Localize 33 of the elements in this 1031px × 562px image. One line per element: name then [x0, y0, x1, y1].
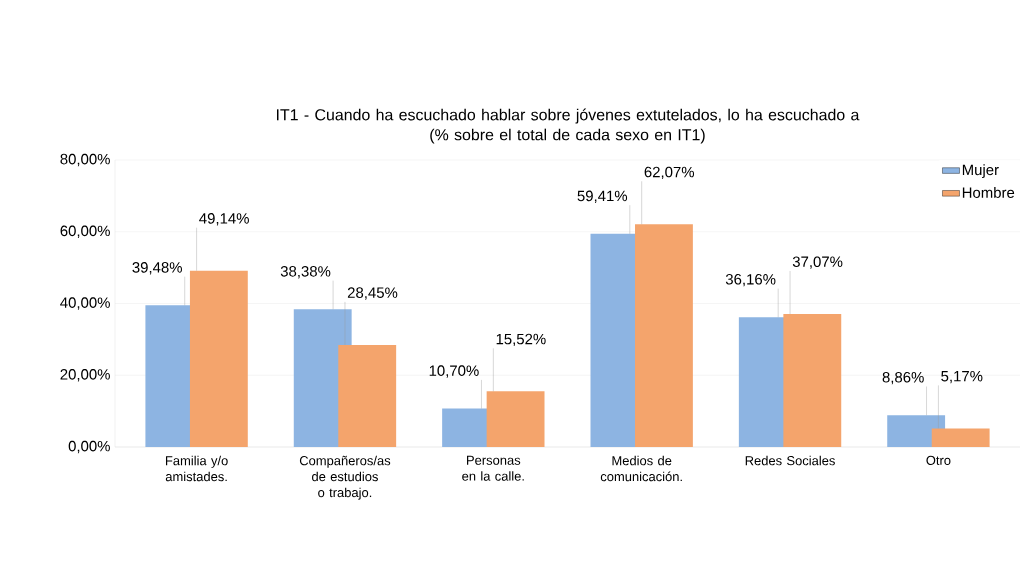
x-tick-label: Otro — [926, 455, 951, 465]
chart-subtitle: (% sobre el total de cada sexo en IT1) — [430, 128, 705, 144]
data-label: 59,41% — [577, 190, 628, 203]
x-tick-label: Medios de comunicación. — [600, 455, 682, 482]
data-label: 49,14% — [199, 213, 249, 226]
x-tick-label: Compañeros/as de estudios o trabajo. — [299, 455, 391, 500]
y-tick-label: 80,00% — [60, 153, 110, 167]
y-tick-label: 60,00% — [60, 225, 110, 238]
bar — [783, 314, 842, 447]
data-label: 8,86% — [882, 371, 924, 385]
bar — [635, 224, 693, 447]
y-tick-label: 40,00% — [60, 297, 110, 310]
data-label: 37,07% — [792, 256, 843, 269]
chart-title: IT1 - Cuando ha escuchado hablar sobre jóvenes extutelados, lo ha escuchado a — [276, 108, 860, 124]
data-label: 36,16% — [725, 274, 776, 287]
data-label: 28,45% — [347, 287, 398, 300]
data-label: 5,17% — [941, 370, 983, 384]
data-label: 39,48% — [132, 262, 182, 275]
data-label: 62,07% — [644, 166, 695, 180]
data-label: 38,38% — [280, 266, 331, 279]
legend-label: Mujer — [962, 164, 999, 179]
data-label: 10,70% — [429, 365, 479, 378]
legend-label: Hombre — [962, 186, 1015, 198]
x-tick-label: Redes Sociales — [745, 455, 835, 466]
bar — [189, 270, 248, 447]
y-tick-label: 20,00% — [60, 369, 110, 382]
x-tick-label: Personas en la calle. — [462, 455, 524, 481]
x-tick-label: Familia y/o amistades. — [165, 455, 228, 482]
bar — [338, 344, 397, 447]
y-tick-label: 0,00% — [68, 440, 110, 454]
bar — [486, 391, 545, 447]
bar — [931, 428, 990, 447]
data-label: 15,52% — [496, 333, 546, 347]
